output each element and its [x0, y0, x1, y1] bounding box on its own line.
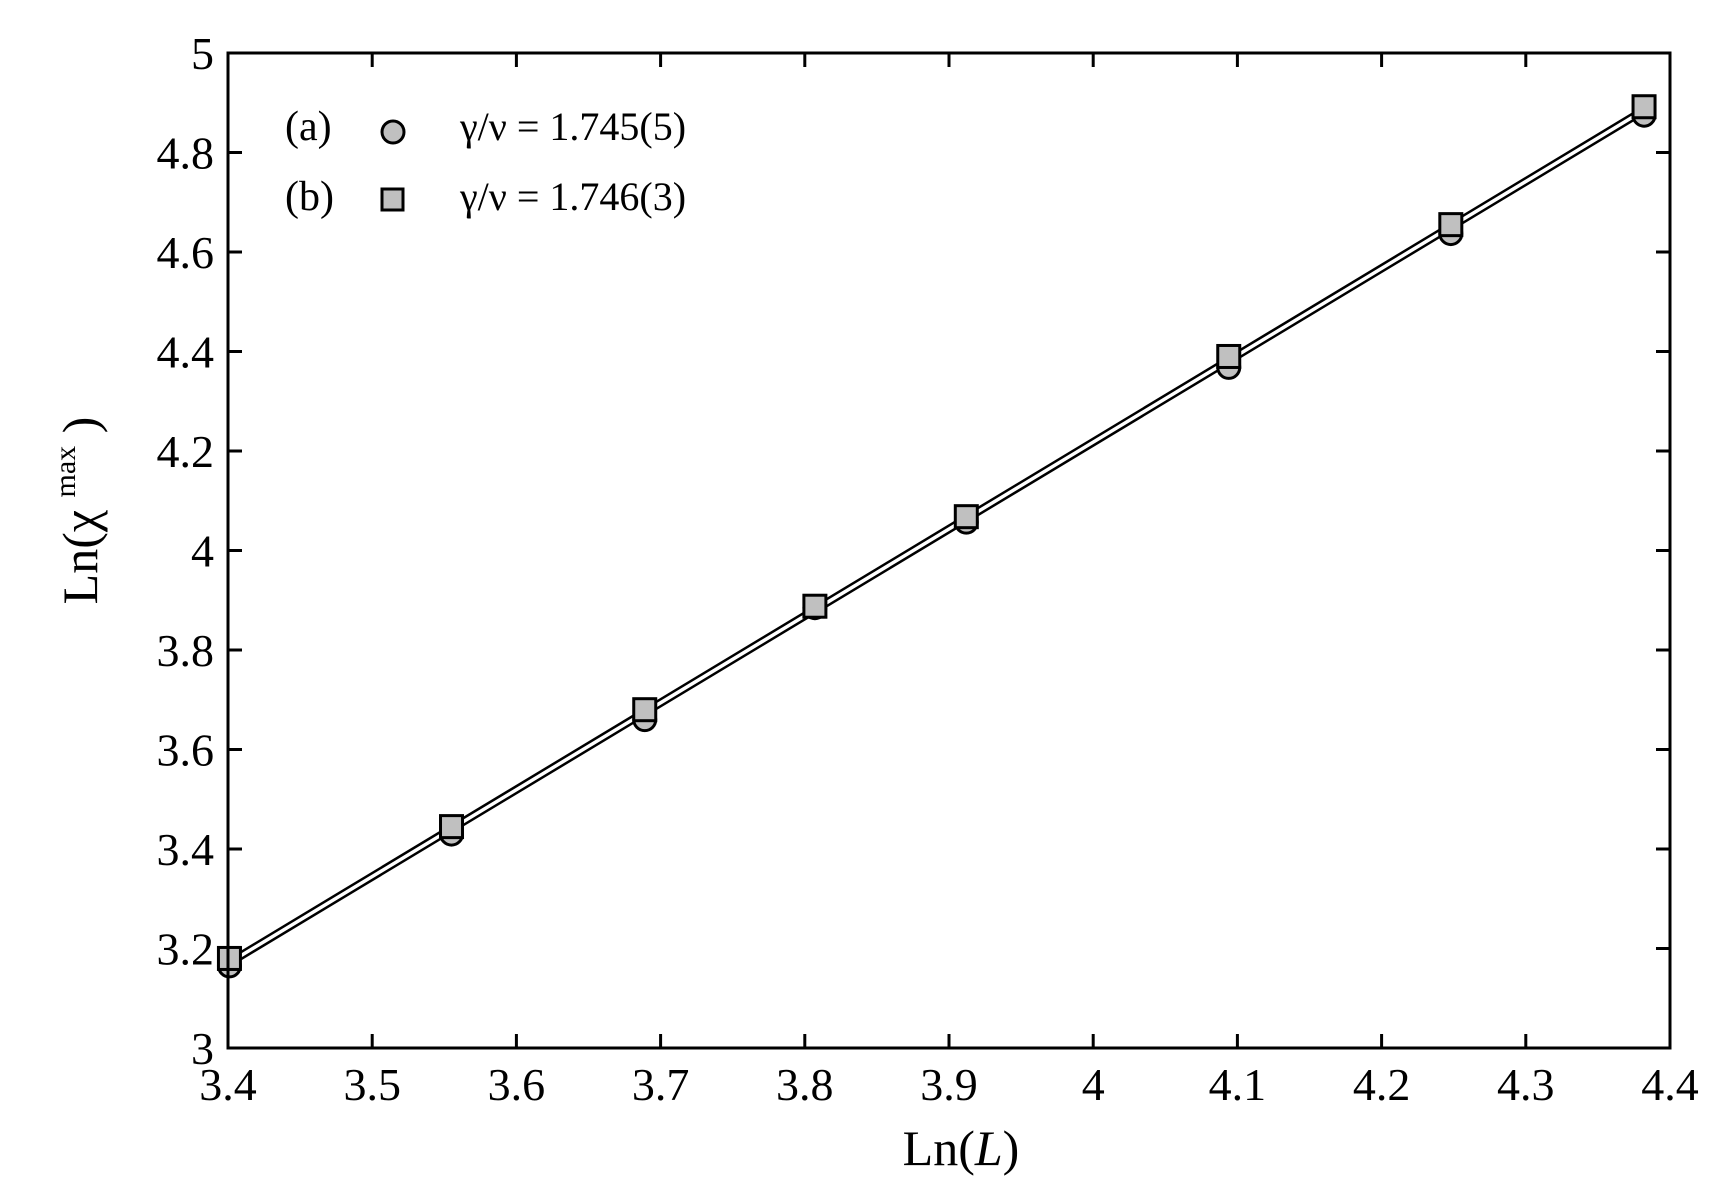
legend-id-a: (a): [285, 104, 332, 150]
x-tick-label: 3.5: [343, 1059, 401, 1110]
x-tick-label: 3.7: [632, 1059, 690, 1110]
plot-frame: [226, 51, 1672, 1050]
legend-marker-square: [380, 187, 405, 212]
data-point-square: [802, 593, 828, 619]
legend-id-b: (b): [285, 174, 334, 220]
y-tick-label: 3: [191, 1023, 214, 1074]
x-tick-label: 4.4: [1641, 1059, 1699, 1110]
x-tick-label: 3.6: [488, 1059, 546, 1110]
x-tick-label: 4.1: [1209, 1059, 1267, 1110]
data-point-square: [632, 697, 658, 723]
legend-label-a: γ/ν = 1.745(5): [459, 104, 686, 149]
data-point-square: [1438, 212, 1464, 238]
data-point-square: [1216, 343, 1242, 369]
y-tick-label: 4.2: [157, 426, 215, 477]
data-markers: [216, 94, 1657, 979]
x-tick-label: 4.2: [1353, 1059, 1411, 1110]
data-point-square: [1631, 94, 1657, 120]
legend: (a) γ/ν = 1.745(5) (b) γ/ν = 1.746(3): [285, 104, 686, 220]
x-tick-label: 4: [1082, 1059, 1105, 1110]
legend-entry-b: (b) γ/ν = 1.746(3): [285, 174, 686, 220]
y-axis-title: Ln(χ max ): [49, 417, 108, 605]
legend-entry-a: (a) γ/ν = 1.745(5): [285, 104, 686, 150]
y-tick-label: 5: [191, 28, 214, 79]
x-tick-label: 4.3: [1497, 1059, 1555, 1110]
x-tick-label: 3.9: [920, 1059, 978, 1110]
data-point-square: [953, 504, 979, 530]
y-tick-labels: 3 3.2 3.4 3.6 3.8 4 4.2 4.4 4.6 4.8 5: [157, 28, 215, 1074]
x-tick-label: 3.4: [199, 1059, 257, 1110]
y-tick-label: 3.8: [157, 625, 215, 676]
legend-label-b: γ/ν = 1.746(3): [459, 174, 686, 219]
x-tick-label: 3.8: [776, 1059, 834, 1110]
x-tick-labels: 3.4 3.5 3.6 3.7 3.8 3.9 4 4.1 4.2 4.3 4.4: [199, 1059, 1699, 1110]
legend-marker-circle: [380, 119, 406, 145]
y-tick-label: 4.8: [157, 128, 215, 179]
y-tick-label: 3.6: [157, 725, 215, 776]
y-tick-label: 3.4: [157, 824, 215, 875]
y-tick-label: 4.6: [157, 227, 215, 278]
x-axis-title: Ln(L): [903, 1120, 1020, 1176]
y-tick-label: 3.2: [157, 924, 215, 975]
y-tick-label: 4.4: [157, 327, 215, 378]
tick-marks: [226, 51, 1672, 1050]
data-point-square: [439, 814, 465, 840]
y-tick-label: 4: [191, 526, 214, 577]
